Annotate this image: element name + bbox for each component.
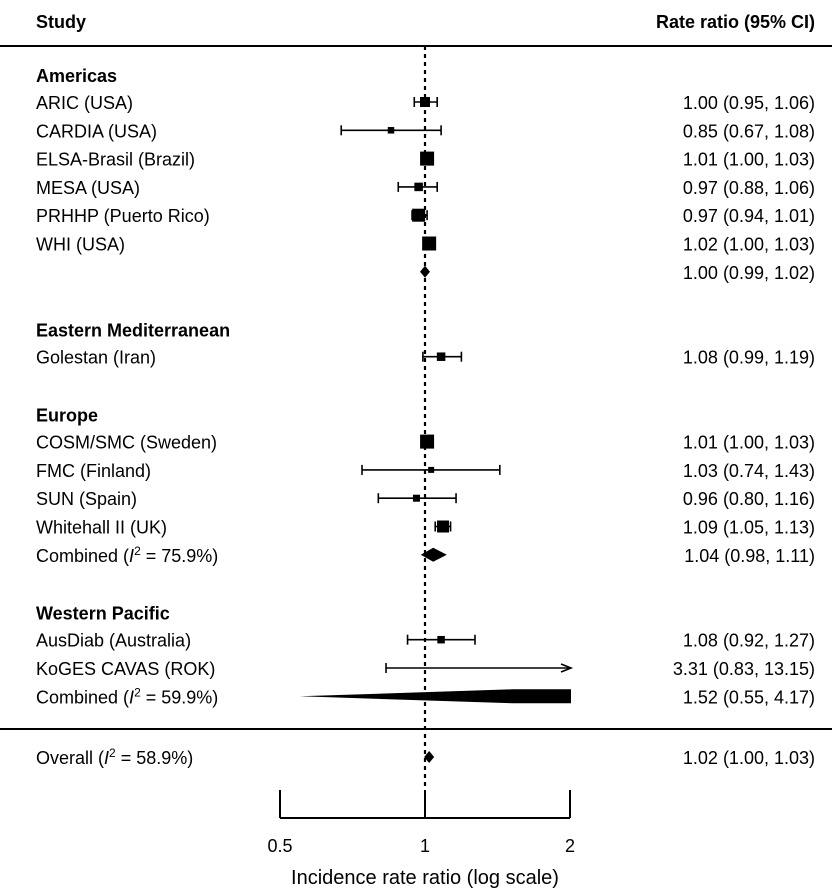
group-0-combined-estimate: 1.00 (0.99, 1.02) bbox=[683, 263, 815, 283]
study-0-1-estimate: 0.85 (0.67, 1.08) bbox=[683, 121, 815, 141]
study-1-0-estimate: 1.08 (0.99, 1.19) bbox=[683, 348, 815, 368]
group-2-combined-label: Combined (I2 = 75.9%) bbox=[36, 544, 218, 566]
study-2-2-point bbox=[412, 494, 420, 502]
study-1-0-label: Golestan (Iran) bbox=[36, 348, 156, 368]
group-3-combined-label: Combined (I2 = 59.9%) bbox=[36, 685, 218, 707]
study-2-1-point bbox=[428, 466, 435, 473]
study-2-2-label: SUN (Spain) bbox=[36, 489, 137, 509]
study-2-1-estimate: 1.03 (0.74, 1.43) bbox=[683, 461, 815, 481]
x-tick-label-0: 0.5 bbox=[267, 836, 292, 856]
study-0-2-point bbox=[420, 151, 435, 166]
study-0-0-label: ARIC (USA) bbox=[36, 93, 133, 113]
group-0-combined-diamond bbox=[420, 265, 430, 278]
study-3-0-label: AusDiab (Australia) bbox=[36, 631, 191, 651]
group-2-combined-estimate: 1.04 (0.98, 1.11) bbox=[684, 546, 815, 566]
study-0-2-label: ELSA-Brasil (Brazil) bbox=[36, 150, 195, 170]
study-2-3-estimate: 1.09 (1.05, 1.13) bbox=[683, 518, 815, 538]
study-0-5-estimate: 1.02 (1.00, 1.03) bbox=[683, 235, 815, 255]
study-0-3-estimate: 0.97 (0.88, 1.06) bbox=[683, 178, 815, 198]
study-3-0-estimate: 1.08 (0.92, 1.27) bbox=[683, 631, 815, 651]
study-3-1-label: KoGES CAVAS (ROK) bbox=[36, 659, 215, 679]
study-0-4-point bbox=[412, 208, 426, 222]
study-3-1-ci-arrow-right bbox=[560, 663, 574, 673]
overall-diamond bbox=[424, 751, 435, 763]
study-3-0-point bbox=[437, 635, 445, 644]
study-0-4-estimate: 0.97 (0.94, 1.01) bbox=[683, 206, 815, 226]
study-0-3-point bbox=[414, 182, 423, 192]
group-heading-2: Europe bbox=[36, 406, 98, 426]
x-tick-label-2: 2 bbox=[565, 836, 575, 856]
study-2-0-label: COSM/SMC (Sweden) bbox=[36, 433, 217, 453]
study-2-0-point bbox=[420, 434, 435, 449]
group-heading-0: Americas bbox=[36, 66, 117, 86]
study-0-2-estimate: 1.01 (1.00, 1.03) bbox=[683, 150, 815, 170]
overall-label: Overall (I2 = 58.9%) bbox=[36, 746, 193, 768]
study-0-1-label: CARDIA (USA) bbox=[36, 121, 157, 141]
overall-estimate: 1.02 (1.00, 1.03) bbox=[683, 748, 815, 768]
study-2-0-estimate: 1.01 (1.00, 1.03) bbox=[683, 433, 815, 453]
study-0-1-point bbox=[387, 127, 395, 134]
study-2-3-point bbox=[437, 520, 450, 533]
study-header: Study bbox=[36, 12, 86, 32]
study-2-1-label: FMC (Finland) bbox=[36, 461, 151, 481]
x-axis-title: Incidence rate ratio (log scale) bbox=[291, 867, 559, 889]
x-tick-label-1: 1 bbox=[420, 836, 430, 856]
group-3-combined-diamond bbox=[299, 689, 571, 704]
estimate-header: Rate ratio (95% CI) bbox=[656, 12, 815, 32]
study-3-1-estimate: 3.31 (0.83, 13.15) bbox=[673, 659, 815, 679]
group-2-combined-diamond bbox=[420, 547, 447, 562]
group-3-combined-estimate: 1.52 (0.55, 4.17) bbox=[683, 687, 815, 707]
study-2-2-estimate: 0.96 (0.80, 1.16) bbox=[683, 489, 815, 509]
group-heading-3: Western Pacific bbox=[36, 604, 170, 624]
study-0-5-point bbox=[422, 236, 437, 251]
study-0-0-estimate: 1.00 (0.95, 1.06) bbox=[683, 93, 815, 113]
study-0-3-label: MESA (USA) bbox=[36, 178, 140, 198]
study-0-0-point bbox=[420, 97, 430, 107]
study-1-0-point bbox=[436, 352, 446, 361]
study-0-4-label: PRHHP (Puerto Rico) bbox=[36, 206, 210, 226]
study-0-5-label: WHI (USA) bbox=[36, 235, 125, 255]
study-2-3-label: Whitehall II (UK) bbox=[36, 518, 167, 538]
group-heading-1: Eastern Mediterranean bbox=[36, 321, 230, 341]
